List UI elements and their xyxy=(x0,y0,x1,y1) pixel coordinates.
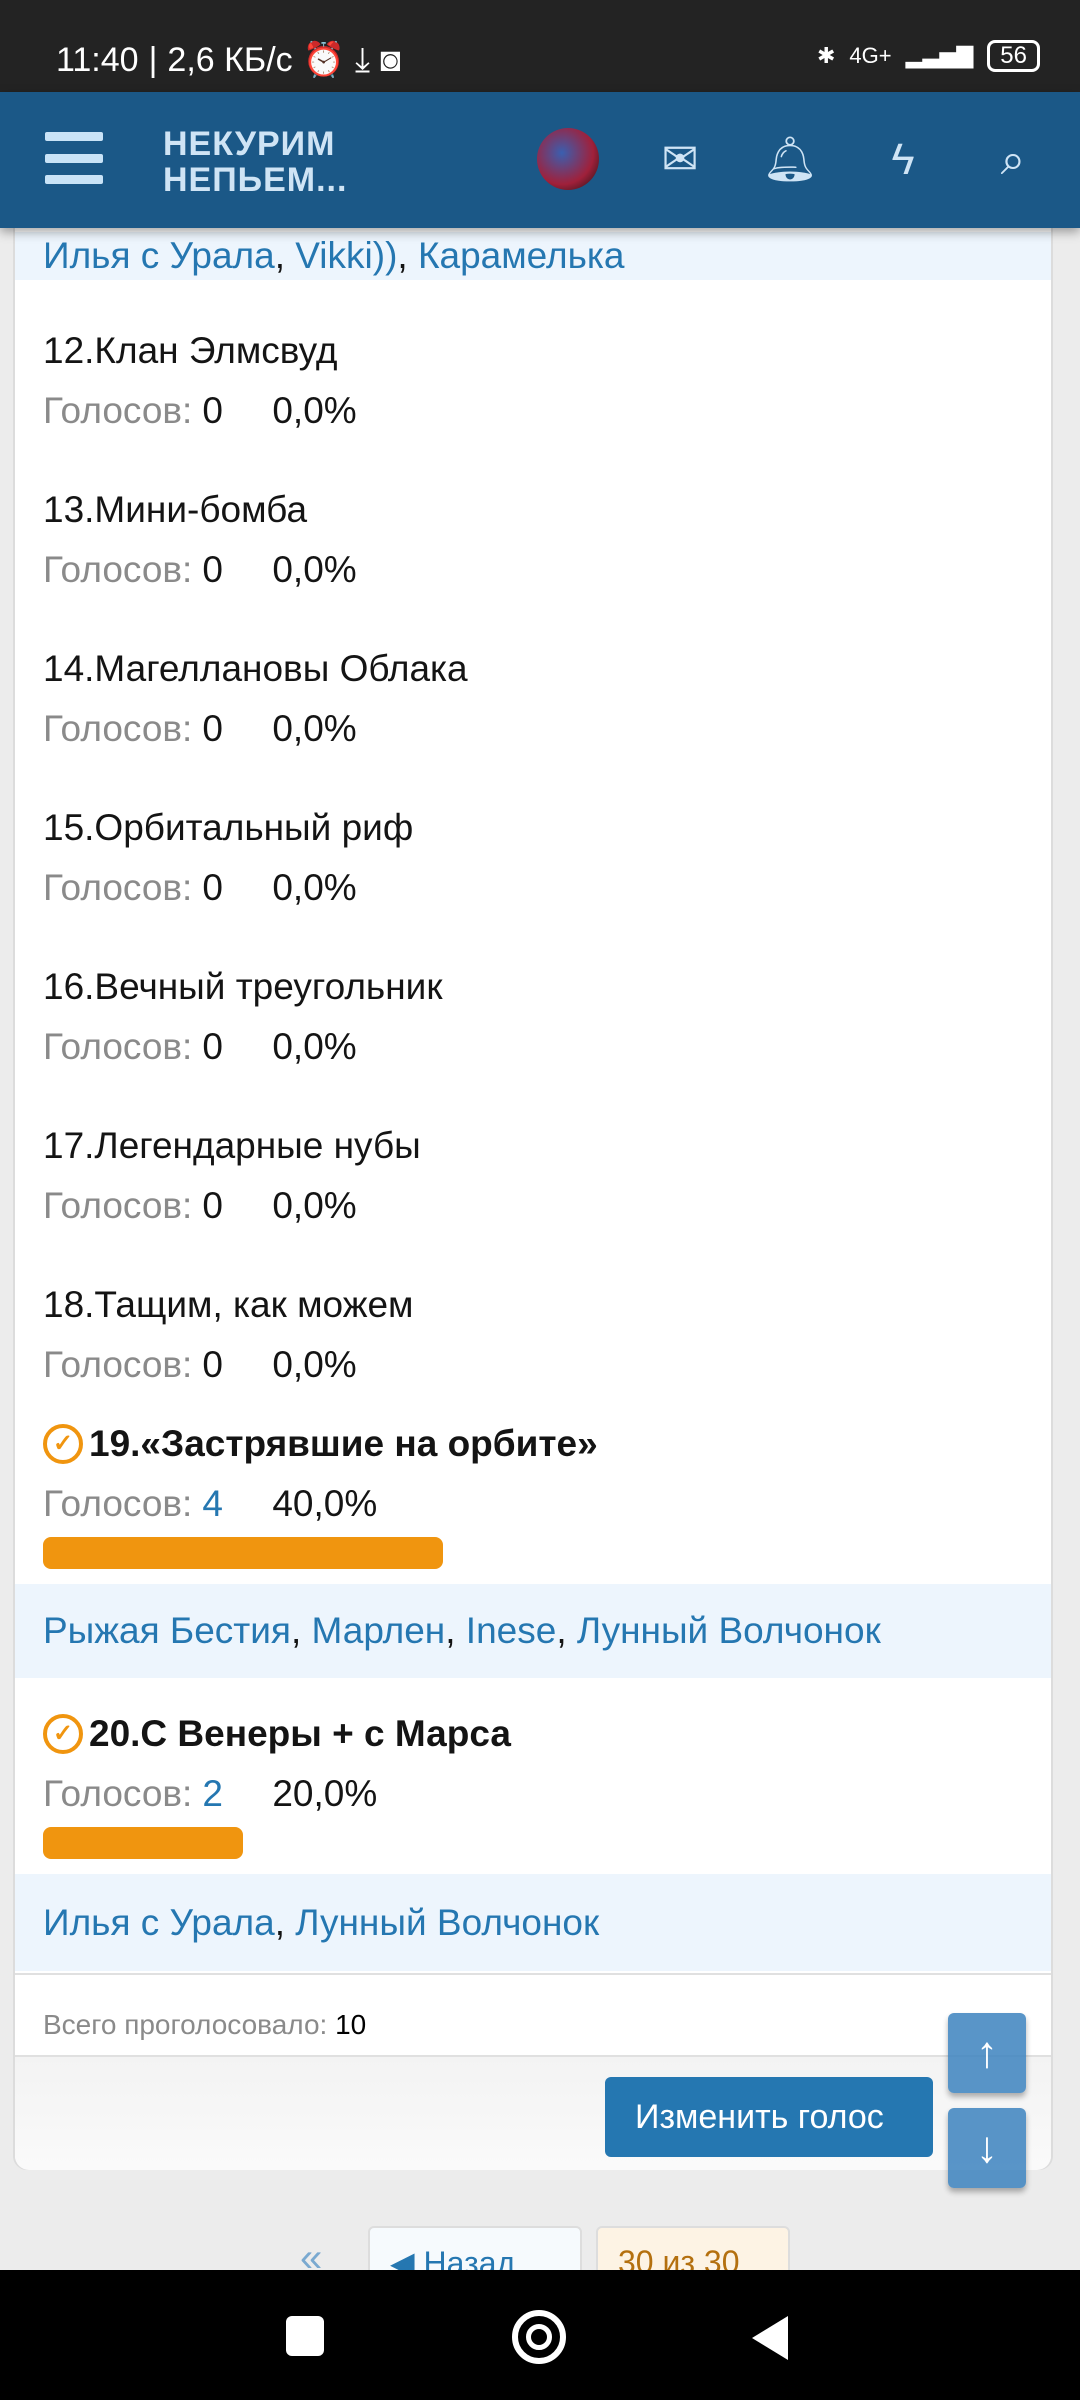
download-icon: ⤓ xyxy=(355,40,371,79)
votes-count[interactable]: 2 xyxy=(202,1773,223,1814)
option-title: 16.Вечный треугольник xyxy=(43,966,443,1007)
app-header: НЕКУРИМ НЕПЬЕМ... ✉ 🔔︎ ϟ ⌕ xyxy=(0,92,1080,228)
votes-count: 0 xyxy=(202,1185,223,1226)
option-votes: Голосов: 2 20,0% xyxy=(43,1773,378,1814)
votes-percent: 0,0% xyxy=(272,867,357,908)
lightning-icon[interactable]: ϟ xyxy=(891,135,915,184)
option-title: 18.Тащим, как можем xyxy=(43,1284,414,1325)
votes-percent: 40,0% xyxy=(272,1483,378,1524)
home-button[interactable] xyxy=(512,2310,566,2364)
voters-list: Илья с Урала, Vikki)), Карамелька xyxy=(15,232,1051,280)
option-title: 17.Легендарные нубы xyxy=(43,1125,421,1166)
option-title: 12.Клан Элмсвуд xyxy=(43,330,338,371)
recents-button[interactable] xyxy=(286,2316,324,2356)
signal-icon: ▂▃▅▇ xyxy=(905,43,974,68)
votes-percent: 0,0% xyxy=(272,1344,357,1385)
clock: 11:40 xyxy=(56,40,139,79)
poll-option: 14.Магеллановы Облака Голосов: 0 0,0% xyxy=(43,644,1043,750)
option-votes: Голосов: 0 0,0% xyxy=(43,549,357,590)
poll-option: 13.Мини-бомба Голосов: 0 0,0% xyxy=(43,485,1043,591)
option-votes: Голосов: 0 0,0% xyxy=(43,708,357,749)
progress-fill xyxy=(43,1537,443,1569)
votes-count: 0 xyxy=(202,708,223,749)
scroll-up-button[interactable]: ↑ xyxy=(948,2013,1026,2093)
poll-option: 12.Клан Элмсвуд Голосов: 0 0,0% xyxy=(43,326,1043,432)
network-speed: 2,6 КБ/с xyxy=(167,40,293,79)
votes-count: 0 xyxy=(202,867,223,908)
voter-link[interactable]: Лунный Волчонок xyxy=(576,1610,881,1651)
votes-percent: 0,0% xyxy=(272,549,357,590)
voter-link[interactable]: Илья с Урала xyxy=(43,235,275,276)
progress-bar xyxy=(43,1537,1043,1569)
votes-percent: 0,0% xyxy=(272,1026,357,1067)
poll-footer: Изменить голос xyxy=(15,2057,1051,2170)
option-votes: Голосов: 0 0,0% xyxy=(43,1185,357,1226)
voter-link[interactable]: Лунный Волчонок xyxy=(295,1902,600,1943)
votes-percent: 20,0% xyxy=(272,1773,378,1814)
voter-link[interactable]: Карамелька xyxy=(417,235,625,276)
votes-percent: 0,0% xyxy=(272,1185,357,1226)
alarm-icon: ⏰ xyxy=(302,41,346,79)
voter-link[interactable]: Vikki)) xyxy=(295,235,398,276)
option-title: 15.Орбитальный риф xyxy=(43,807,414,848)
progress-fill xyxy=(43,1827,243,1859)
poll-option: 18.Тащим, как можем Голосов: 0 0,0% xyxy=(43,1280,1043,1386)
option-title: 13.Мини-бомба xyxy=(43,489,308,530)
poll-option: ✓ 20.С Венеры + с Марса Голосов: 2 20,0% xyxy=(43,1709,1043,1859)
poll-option: 15.Орбитальный риф Голосов: 0 0,0% xyxy=(43,803,1043,909)
voter-link[interactable]: Inese xyxy=(465,1610,557,1651)
back-button[interactable] xyxy=(752,2316,788,2360)
option-votes: Голосов: 0 0,0% xyxy=(43,867,357,908)
bell-icon[interactable]: 🔔︎ xyxy=(762,135,818,184)
status-bar: 11:40 | 2,6 КБ/с ⏰ ⤓ ◙ ✱ 4G+ ▂▃▅▇ 56 xyxy=(0,0,1080,92)
option-title: 14.Магеллановы Облака xyxy=(43,648,468,689)
option-votes: Голосов: 0 0,0% xyxy=(43,1344,357,1385)
check-circle-icon: ✓ xyxy=(43,1714,83,1754)
change-vote-button[interactable]: Изменить голос xyxy=(605,2077,933,2157)
site-logo[interactable]: НЕКУРИМ НЕПЬЕМ... xyxy=(163,125,348,199)
scroll-down-button[interactable]: ↓ xyxy=(948,2108,1026,2188)
avatar[interactable] xyxy=(537,128,599,190)
voter-link[interactable]: Марлен xyxy=(311,1610,446,1651)
option-votes: Голосов: 0 0,0% xyxy=(43,390,357,431)
total-votes: Всего проголосовало: 10 xyxy=(15,1973,1051,2057)
search-icon[interactable]: ⌕ xyxy=(1000,135,1026,184)
check-circle-icon: ✓ xyxy=(43,1424,83,1464)
poll-option: 17.Легендарные нубы Голосов: 0 0,0% xyxy=(43,1121,1043,1227)
voters-list: Рыжая Бестия, Марлен, Inese, Лунный Волч… xyxy=(15,1584,1051,1678)
network-type: 4G+ xyxy=(849,43,892,68)
poll-option: ✓ 19.«Застрявшие на орбите» Голосов: 4 40,0% xyxy=(43,1419,1043,1569)
votes-percent: 0,0% xyxy=(272,390,357,431)
progress-bar xyxy=(43,1827,1043,1859)
votes-count[interactable]: 4 xyxy=(202,1483,223,1524)
option-title: ✓ 19.«Застрявшие на орбите» xyxy=(43,1419,1043,1469)
battery-icon: 56 xyxy=(987,40,1040,72)
votes-count: 0 xyxy=(202,1026,223,1067)
votes-count: 0 xyxy=(202,390,223,431)
poll-option: 16.Вечный треугольник Голосов: 0 0,0% xyxy=(43,962,1043,1068)
first-page-icon[interactable]: « xyxy=(300,2236,323,2280)
menu-icon[interactable] xyxy=(45,132,103,184)
votes-count: 0 xyxy=(202,1344,223,1385)
voter-link[interactable]: Рыжая Бестия xyxy=(43,1610,291,1651)
voter-link[interactable]: Илья с Урала xyxy=(43,1902,275,1943)
system-nav-bar xyxy=(0,2270,1080,2400)
votes-count: 0 xyxy=(202,549,223,590)
mail-icon[interactable]: ✉ xyxy=(661,135,699,184)
option-title: ✓ 20.С Венеры + с Марса xyxy=(43,1709,1043,1759)
app-notification-icon: ◙ xyxy=(380,40,401,79)
votes-percent: 0,0% xyxy=(272,708,357,749)
poll-results: Илья с Урала, Vikki)), Карамелька 12.Кла… xyxy=(13,150,1053,2170)
voters-list: Илья с Урала, Лунный Волчонок xyxy=(15,1874,1051,1971)
option-votes: Голосов: 4 40,0% xyxy=(43,1483,378,1524)
bluetooth-icon: ✱ xyxy=(816,43,836,68)
option-votes: Голосов: 0 0,0% xyxy=(43,1026,357,1067)
